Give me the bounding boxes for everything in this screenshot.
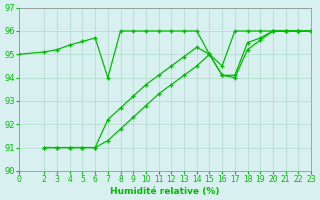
X-axis label: Humidité relative (%): Humidité relative (%) <box>110 187 220 196</box>
